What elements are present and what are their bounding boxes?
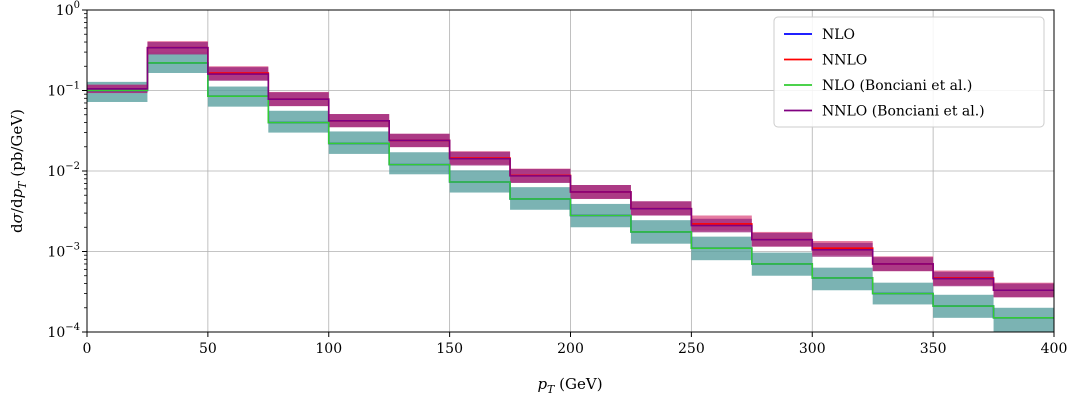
y-tick-label: 100 (56, 0, 80, 19)
y-axis-label: dσ/dpT (pb/GeV) (8, 109, 29, 233)
x-tick-label: 0 (83, 341, 92, 357)
x-tick-label: 100 (315, 341, 342, 357)
line-nnlo-bonciani-et-al (87, 46, 1054, 292)
x-tick-label: 250 (678, 341, 705, 357)
axis-ticks: 0 50 100 150 200 250 300 350 400 10−4 10−3 10−2 10−1… (47, 0, 1067, 357)
x-tick-label: 50 (199, 341, 217, 357)
legend-box (773, 16, 1045, 128)
x-tick-label: 400 (1041, 341, 1068, 357)
y-tick-label: 10−1 (47, 81, 80, 100)
x-axis-label: pT (GeV) (537, 375, 602, 396)
band-nlo (993, 307, 1054, 332)
x-tick-label: 150 (436, 341, 463, 357)
legend: NLO NNLO NLO (Bonciani et al.) NNLO (Boncia… (773, 16, 1045, 128)
legend-label: NNLO (Bonciani et al.) (822, 104, 985, 120)
band-nlo (389, 152, 450, 175)
y-tick-label: 10−4 (47, 322, 80, 341)
line-nlo-bonciani-et-al (87, 62, 1054, 319)
x-tick-label: 350 (920, 341, 947, 357)
y-tick-label: 10−3 (47, 242, 80, 261)
band-nlo (812, 267, 873, 291)
legend-label: NLO (Bonciani et al.) (822, 78, 972, 94)
y-tick-label: 10−2 (47, 161, 80, 180)
x-tick-label: 200 (557, 341, 584, 357)
legend-label: NLO (822, 27, 855, 43)
legend-label: NNLO (822, 53, 867, 69)
series-lines (87, 46, 1054, 319)
x-tick-label: 300 (799, 341, 826, 357)
band-nlo (268, 110, 329, 133)
